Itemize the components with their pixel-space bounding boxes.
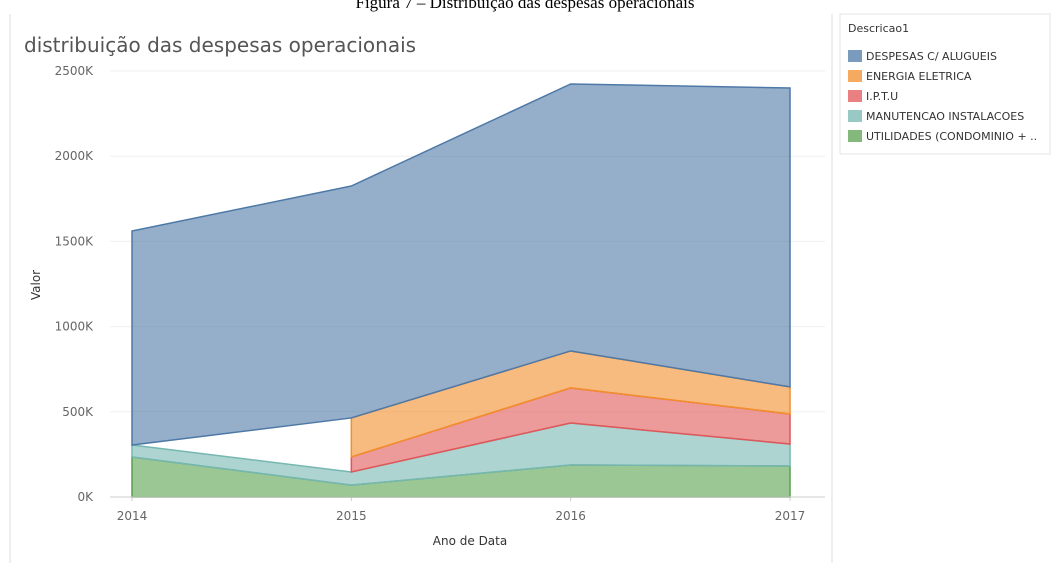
legend-swatch — [848, 110, 862, 122]
legend-box — [839, 13, 1051, 155]
y-tick-label: 1000K — [55, 320, 95, 334]
y-tick-label: 500K — [62, 405, 94, 419]
chart-title: distribuição das despesas operacionais — [24, 33, 416, 57]
y-tick-label: 0K — [77, 490, 94, 504]
x-tick-label: 2017 — [775, 509, 806, 523]
legend-label: DESPESAS C/ ALUGUEIS — [866, 50, 997, 63]
x-tick-label: 2016 — [555, 509, 586, 523]
x-tick-label: 2015 — [336, 509, 367, 523]
y-axis-label: Valor — [29, 270, 43, 300]
legend-label: ENERGIA ELETRICA — [866, 70, 972, 83]
y-tick-label: 1500K — [55, 234, 95, 248]
y-tick-label: 2000K — [55, 149, 95, 163]
legend-swatch — [848, 50, 862, 62]
legend-swatch — [848, 130, 862, 142]
x-tick-label: 2014 — [117, 509, 148, 523]
caption: Figura 7 – Distribuição das despesas ope… — [356, 0, 695, 12]
x-axis-label: Ano de Data — [433, 534, 507, 548]
legend-label: UTILIDADES (CONDOMINIO + .. — [866, 130, 1037, 143]
legend-title: Descricao1 — [848, 22, 909, 35]
legend-swatch — [848, 90, 862, 102]
legend-swatch — [848, 70, 862, 82]
legend-label: I.P.T.U — [866, 90, 898, 103]
area — [131, 83, 791, 446]
y-tick-label: 2500K — [55, 64, 95, 78]
legend-label: MANUTENCAO INSTALACOES — [866, 110, 1024, 123]
